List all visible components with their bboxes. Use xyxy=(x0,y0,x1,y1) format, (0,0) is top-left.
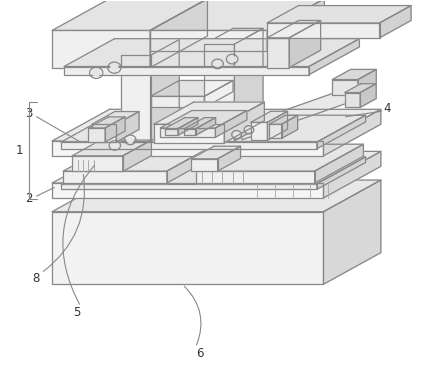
Polygon shape xyxy=(324,110,381,156)
Circle shape xyxy=(93,70,100,76)
Circle shape xyxy=(111,64,118,70)
Polygon shape xyxy=(63,144,216,171)
Polygon shape xyxy=(267,6,411,23)
Polygon shape xyxy=(64,66,309,75)
Polygon shape xyxy=(195,118,216,135)
Polygon shape xyxy=(234,28,263,141)
Polygon shape xyxy=(269,124,281,138)
Polygon shape xyxy=(151,81,233,96)
Polygon shape xyxy=(165,129,178,135)
Polygon shape xyxy=(191,146,241,159)
Polygon shape xyxy=(345,84,376,93)
Polygon shape xyxy=(52,141,324,156)
Text: 5: 5 xyxy=(73,306,80,319)
Polygon shape xyxy=(267,38,289,68)
Polygon shape xyxy=(61,184,317,189)
Polygon shape xyxy=(160,128,215,137)
Polygon shape xyxy=(150,0,207,68)
Polygon shape xyxy=(224,102,264,143)
Polygon shape xyxy=(267,23,380,38)
Circle shape xyxy=(214,62,221,66)
Polygon shape xyxy=(360,84,376,108)
Polygon shape xyxy=(151,39,179,141)
Polygon shape xyxy=(204,28,263,44)
Polygon shape xyxy=(151,96,204,108)
Polygon shape xyxy=(150,0,325,30)
Polygon shape xyxy=(88,128,105,142)
Polygon shape xyxy=(154,102,264,124)
Polygon shape xyxy=(61,142,317,149)
Polygon shape xyxy=(317,157,365,189)
Polygon shape xyxy=(358,69,376,95)
Polygon shape xyxy=(154,124,224,143)
Polygon shape xyxy=(185,129,195,135)
Polygon shape xyxy=(105,117,125,142)
Polygon shape xyxy=(52,0,207,30)
Polygon shape xyxy=(267,111,288,140)
Polygon shape xyxy=(61,115,365,142)
Circle shape xyxy=(127,137,133,142)
Text: 4: 4 xyxy=(384,102,391,115)
Polygon shape xyxy=(61,157,365,184)
Polygon shape xyxy=(120,39,179,56)
Polygon shape xyxy=(345,93,360,108)
Polygon shape xyxy=(267,21,321,38)
Polygon shape xyxy=(64,39,359,66)
Polygon shape xyxy=(251,122,267,140)
Polygon shape xyxy=(309,39,359,75)
Polygon shape xyxy=(52,30,150,68)
Circle shape xyxy=(112,143,118,148)
Polygon shape xyxy=(167,144,216,183)
Text: 2: 2 xyxy=(25,192,33,205)
Text: 1: 1 xyxy=(15,144,23,157)
Polygon shape xyxy=(324,152,381,198)
Polygon shape xyxy=(52,110,381,141)
Polygon shape xyxy=(120,56,151,141)
Polygon shape xyxy=(191,159,218,171)
Polygon shape xyxy=(185,118,216,129)
Polygon shape xyxy=(281,116,297,138)
Polygon shape xyxy=(160,111,247,128)
Text: 3: 3 xyxy=(25,106,33,120)
Polygon shape xyxy=(150,30,267,51)
Polygon shape xyxy=(52,180,381,212)
Polygon shape xyxy=(267,0,325,51)
Polygon shape xyxy=(215,111,247,137)
Polygon shape xyxy=(63,171,167,183)
Polygon shape xyxy=(242,80,372,140)
Polygon shape xyxy=(332,69,376,80)
Polygon shape xyxy=(315,144,363,183)
Polygon shape xyxy=(165,118,198,129)
Polygon shape xyxy=(72,140,151,156)
Polygon shape xyxy=(218,146,241,171)
Polygon shape xyxy=(289,21,321,68)
Polygon shape xyxy=(72,156,123,171)
Polygon shape xyxy=(324,180,381,284)
Polygon shape xyxy=(123,140,151,171)
Polygon shape xyxy=(317,115,365,149)
Text: 6: 6 xyxy=(196,346,204,360)
Polygon shape xyxy=(269,116,297,124)
Polygon shape xyxy=(195,171,315,183)
Circle shape xyxy=(246,128,252,132)
Polygon shape xyxy=(204,81,233,108)
Polygon shape xyxy=(380,6,411,38)
Polygon shape xyxy=(88,117,125,128)
Polygon shape xyxy=(251,111,288,122)
Polygon shape xyxy=(52,152,381,183)
Polygon shape xyxy=(52,212,324,284)
Circle shape xyxy=(234,132,239,137)
Polygon shape xyxy=(332,80,358,95)
Polygon shape xyxy=(52,183,324,198)
Polygon shape xyxy=(178,118,198,135)
Text: 8: 8 xyxy=(32,272,40,285)
Polygon shape xyxy=(204,44,234,141)
Polygon shape xyxy=(92,112,139,124)
Polygon shape xyxy=(116,112,139,142)
Polygon shape xyxy=(92,124,116,142)
Polygon shape xyxy=(195,144,363,171)
Circle shape xyxy=(229,57,235,62)
